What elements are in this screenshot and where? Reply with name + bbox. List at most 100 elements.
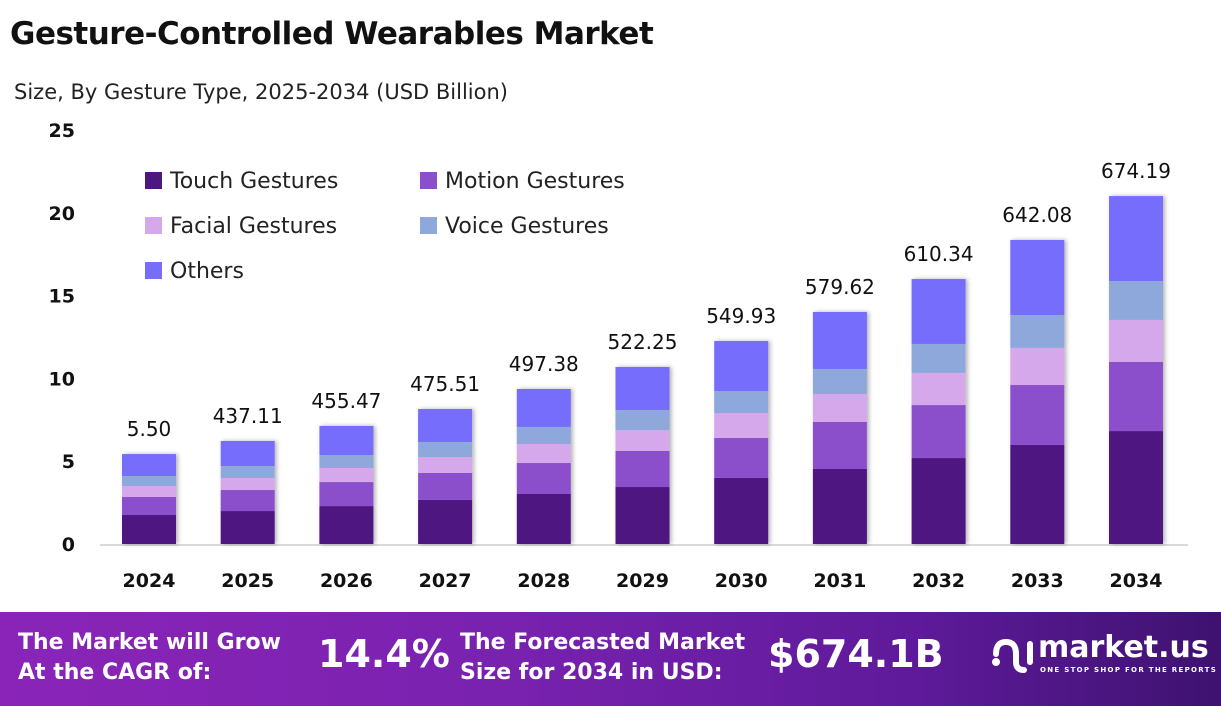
- legend-swatch: [420, 172, 437, 189]
- bar-segment-voice-gestures: [714, 390, 769, 414]
- cagr-label: The Market will Grow At the CAGR of:: [18, 630, 281, 685]
- footer-banner: The Market will Grow At the CAGR of: 14.…: [0, 612, 1221, 706]
- legend-label: Voice Gestures: [445, 214, 609, 239]
- bar-segment-others: [812, 311, 867, 369]
- bar-segment-voice-gestures: [418, 441, 473, 458]
- logo-icon: [992, 638, 1033, 673]
- y-tick-label: 5: [62, 451, 75, 473]
- bar-segment-facial-gestures: [911, 372, 966, 406]
- bar-group-2027: [418, 409, 473, 544]
- bar-segment-facial-gestures: [615, 430, 670, 451]
- bar-segment-others: [122, 454, 176, 477]
- x-tick-label: 2031: [813, 570, 866, 592]
- bar-segment-voice-gestures: [319, 455, 374, 468]
- bar-segment-facial-gestures: [1010, 347, 1065, 386]
- brand-tagline: ONE STOP SHOP FOR THE REPORTS: [1040, 666, 1218, 674]
- x-tick-label: 2032: [912, 570, 965, 592]
- bar-segment-voice-gestures: [122, 476, 176, 487]
- bar-segment-others: [1109, 196, 1163, 282]
- bar-group-2034: [1109, 196, 1163, 544]
- x-tick-label: 2028: [517, 570, 570, 592]
- legend-label: Motion Gestures: [445, 169, 625, 194]
- bar-segment-touch-gestures: [714, 477, 769, 544]
- chart-title: Gesture-Controlled Wearables Market: [10, 16, 654, 52]
- bar-segment-motion-gestures: [516, 463, 571, 494]
- legend-swatch: [145, 217, 162, 234]
- stacked-bar-chart: 05101520255.502024437.112025455.47202647…: [49, 120, 1188, 592]
- legend-swatch: [145, 172, 162, 189]
- total-label: 475.51: [410, 372, 480, 396]
- total-label: 549.93: [706, 304, 776, 328]
- forecast-value: $674.1B: [768, 632, 944, 676]
- bar-segment-touch-gestures: [319, 506, 374, 544]
- forecast-label: The Forecasted Market Size for 2034 in U…: [460, 630, 746, 685]
- bar-group-2033: [1010, 239, 1065, 544]
- bar-segment-touch-gestures: [812, 468, 867, 544]
- bar-segment-voice-gestures: [220, 466, 275, 478]
- total-label: 522.25: [608, 330, 678, 354]
- bar-segment-voice-gestures: [1109, 281, 1163, 320]
- x-tick-label: 2029: [616, 570, 669, 592]
- bar-segment-facial-gestures: [319, 467, 374, 483]
- legend-label: Others: [170, 259, 244, 284]
- bar-segment-motion-gestures: [812, 421, 867, 469]
- bar-group-2032: [911, 279, 966, 544]
- bar-segment-others: [220, 440, 275, 467]
- bar-segment-facial-gestures: [812, 393, 867, 422]
- bar-segment-motion-gestures: [418, 472, 473, 500]
- bar-segment-facial-gestures: [1109, 319, 1163, 362]
- y-tick-label: 10: [49, 368, 75, 390]
- bar-segment-motion-gestures: [122, 496, 176, 516]
- bar-segment-others: [319, 425, 374, 456]
- bar-segment-motion-gestures: [714, 438, 769, 478]
- x-tick-label: 2034: [1110, 570, 1163, 592]
- bar-segment-touch-gestures: [1010, 444, 1065, 544]
- bar-segment-others: [1010, 239, 1065, 315]
- x-tick-label: 2025: [221, 570, 274, 592]
- bar-segment-motion-gestures: [1109, 361, 1163, 432]
- bar-segment-motion-gestures: [220, 490, 275, 512]
- bar-segment-touch-gestures: [220, 511, 275, 544]
- total-label: 437.11: [213, 404, 283, 428]
- legend-swatch: [420, 217, 437, 234]
- bar-segment-touch-gestures: [1109, 431, 1163, 544]
- bar-segment-voice-gestures: [1010, 314, 1065, 348]
- bar-segment-touch-gestures: [516, 493, 571, 544]
- bar-segment-touch-gestures: [911, 458, 966, 544]
- chart-subtitle: Size, By Gesture Type, 2025-2034 (USD Bi…: [14, 80, 508, 104]
- bar-segment-motion-gestures: [1010, 385, 1065, 445]
- bar-segment-facial-gestures: [418, 457, 473, 473]
- bar-segment-voice-gestures: [516, 426, 571, 444]
- legend-label: Facial Gestures: [170, 214, 337, 239]
- bar-segment-others: [911, 279, 966, 344]
- total-label: 642.08: [1002, 203, 1072, 227]
- bar-segment-touch-gestures: [615, 487, 670, 544]
- y-tick-label: 20: [49, 203, 75, 225]
- bar-segment-touch-gestures: [122, 515, 176, 544]
- x-tick-label: 2027: [419, 570, 472, 592]
- legend-label: Touch Gestures: [169, 169, 338, 194]
- bar-segment-others: [418, 409, 473, 442]
- bar-segment-voice-gestures: [812, 368, 867, 394]
- bar-segment-motion-gestures: [319, 482, 374, 507]
- bar-segment-facial-gestures: [516, 443, 571, 464]
- bar-group-2024: [122, 454, 176, 544]
- bar-group-2031: [812, 311, 867, 544]
- bar-segment-others: [516, 388, 571, 427]
- bar-segment-touch-gestures: [418, 499, 473, 544]
- bar-group-2025: [220, 440, 275, 544]
- bar-segment-motion-gestures: [615, 450, 670, 488]
- bar-segment-motion-gestures: [911, 405, 966, 459]
- legend-swatch: [145, 262, 162, 279]
- y-tick-label: 0: [62, 534, 75, 556]
- bar-segment-voice-gestures: [615, 410, 670, 431]
- bar-segment-voice-gestures: [911, 343, 966, 373]
- x-tick-label: 2033: [1011, 570, 1064, 592]
- bar-segment-facial-gestures: [220, 477, 275, 491]
- y-tick-label: 25: [49, 120, 75, 142]
- bar-group-2029: [615, 366, 670, 544]
- brand-name: market.us: [1038, 630, 1209, 665]
- bar-group-2026: [319, 425, 374, 544]
- cagr-value: 14.4%: [318, 632, 450, 676]
- bar-group-2028: [516, 388, 571, 544]
